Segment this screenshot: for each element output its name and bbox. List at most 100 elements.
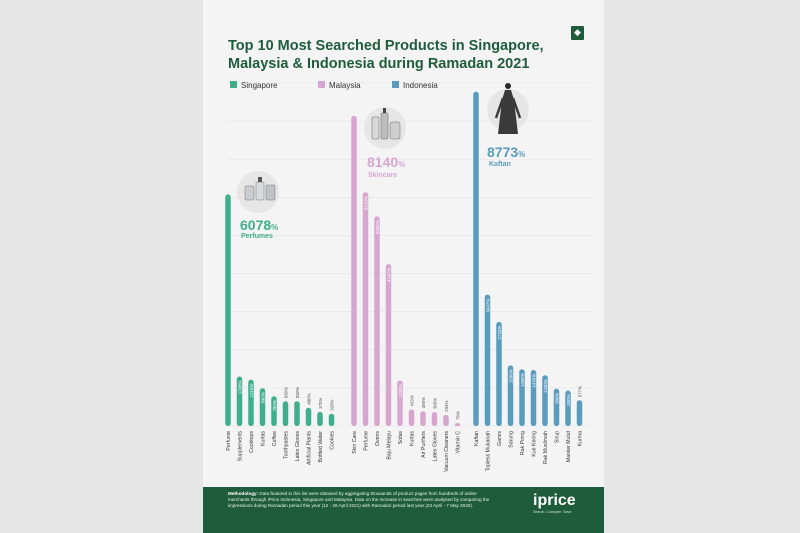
bar xyxy=(484,294,491,426)
category-label: Coffee xyxy=(272,431,278,446)
category-label: Sirup xyxy=(555,431,561,443)
category-label: Supplements xyxy=(238,431,244,462)
methodology-text: Methodology: Data featured in this list … xyxy=(228,491,498,509)
bars: Perfume Supplements 1298% Cooktops 1216% Kurt… xyxy=(225,91,584,472)
bar xyxy=(271,396,277,426)
chart-title-line2: Malaysia & Indonesia during Ramadan 2021 xyxy=(228,56,529,72)
value-label: 990% xyxy=(260,392,265,403)
highlight-label: Kaftan xyxy=(489,161,511,168)
bar xyxy=(420,411,426,426)
legend: Singapore Malaysia Indonesia xyxy=(230,81,438,90)
value-label: 650% xyxy=(295,387,300,398)
value-label: 4247% xyxy=(386,268,391,282)
category-label: Latex Gloves xyxy=(433,431,439,462)
value-label: 2733% xyxy=(497,326,502,340)
bar xyxy=(259,388,266,426)
bar xyxy=(443,414,449,426)
category-label: Toothpastes xyxy=(284,431,290,459)
bar xyxy=(576,400,583,426)
value-label: 366% xyxy=(432,398,437,409)
category-label: Kurtas xyxy=(261,431,267,446)
kaftan-sleeve xyxy=(494,97,505,119)
bar xyxy=(305,407,312,426)
perfume-bottle xyxy=(265,184,276,201)
category-label: Latex Gloves xyxy=(295,431,301,462)
highlight-value: 8773% xyxy=(487,144,525,160)
legend-swatch-malaysia xyxy=(318,81,325,88)
value-label: 386% xyxy=(421,397,426,408)
highlight-value: 6078% xyxy=(240,217,278,233)
bar xyxy=(454,423,461,426)
bar xyxy=(496,321,502,426)
chart-title-line1: Top 10 Most Searched Products in Singapo… xyxy=(228,38,544,54)
category-label: Rak Piring xyxy=(520,431,526,455)
category-label: Baju Melayu xyxy=(387,431,393,460)
bar xyxy=(282,401,289,426)
bar xyxy=(236,376,243,426)
category-label: Kurma xyxy=(578,431,584,446)
skincare-jar xyxy=(389,121,401,140)
category-label: Artificial Plants xyxy=(307,431,313,465)
category-label: Cooktops xyxy=(249,431,255,453)
bar xyxy=(553,388,560,426)
value-label: 980% xyxy=(554,393,559,404)
titles: Top 10 Most Searched Products in Singapo… xyxy=(228,38,544,72)
tag-icon: ◆ xyxy=(571,26,584,40)
iprice-logo[interactable]: iprice xyxy=(533,492,576,509)
legend-swatch-indonesia xyxy=(392,81,399,88)
category-label: Skin Care xyxy=(352,431,358,454)
category-label: Rak Muslimah xyxy=(543,431,549,464)
footer-band xyxy=(203,487,604,533)
gridlines xyxy=(228,82,592,427)
bar xyxy=(362,192,369,426)
highlight-unit: % xyxy=(398,160,405,169)
value-label: 3447% xyxy=(485,299,490,313)
category-label: Bottled Water xyxy=(318,431,324,463)
methodology-body: Data featured in this list were obtained… xyxy=(228,491,490,508)
value-label: 78% xyxy=(455,411,460,420)
value-label: 6133% xyxy=(363,196,368,210)
value-label: 930% xyxy=(566,394,571,405)
value-label: 1216% xyxy=(249,384,254,398)
highlight-label: Skincare xyxy=(368,172,397,179)
bar xyxy=(328,413,335,426)
highlight-label: Perfumes xyxy=(241,233,273,240)
value-label: 1470% xyxy=(531,374,536,388)
category-label: Kaftan xyxy=(474,431,480,446)
value-label: 780% xyxy=(272,400,277,411)
value-label: 1196% xyxy=(398,384,403,397)
category-label: Air Purifiers xyxy=(421,431,427,458)
skincare-bottle xyxy=(380,112,389,140)
bar xyxy=(317,411,323,426)
value-label: 1298% xyxy=(237,380,242,394)
value-label: 433% xyxy=(409,395,414,406)
bar xyxy=(397,380,403,426)
value-label: 650% xyxy=(283,387,288,398)
bar xyxy=(565,390,571,426)
value-label: 1590% xyxy=(508,369,513,383)
value-label: 1330% xyxy=(543,379,548,393)
value-label: 677% xyxy=(577,386,582,397)
bar xyxy=(408,409,415,426)
kaftan-sleeve xyxy=(511,97,522,119)
bar xyxy=(519,369,525,426)
bar xyxy=(530,369,537,426)
value-label: 1490% xyxy=(520,373,525,387)
category-label: Perfume xyxy=(226,431,232,451)
legend-swatch-singapore xyxy=(230,81,237,88)
category-label: Vacuum Cleaners xyxy=(444,431,450,472)
legend-label-singapore: Singapore xyxy=(241,81,278,90)
bar xyxy=(385,264,392,426)
bar xyxy=(542,375,548,426)
skincare-pump xyxy=(383,108,386,113)
bar xyxy=(225,194,231,426)
infographic-card xyxy=(203,0,604,533)
bar xyxy=(507,365,514,426)
category-label: Perfume xyxy=(364,431,370,451)
bar xyxy=(248,379,254,426)
highlight-unit: % xyxy=(518,150,525,159)
category-label: Ovens xyxy=(375,431,381,446)
category-label: Sofas xyxy=(398,431,404,445)
highlight-unit: % xyxy=(271,223,278,232)
